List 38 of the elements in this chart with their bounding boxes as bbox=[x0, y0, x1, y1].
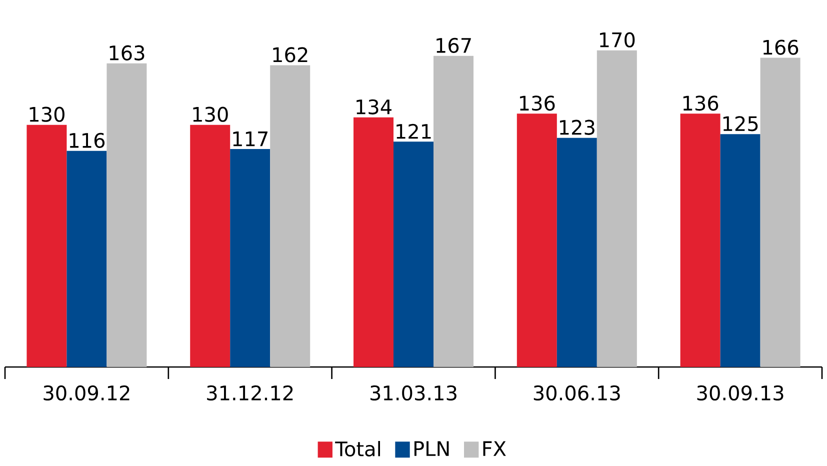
x-tick-label: 31.12.12 bbox=[207, 385, 293, 401]
bar bbox=[190, 124, 230, 367]
data-label: 136 bbox=[520, 96, 555, 111]
bar bbox=[270, 65, 310, 367]
data-label: 121 bbox=[396, 124, 431, 139]
bar bbox=[760, 58, 800, 367]
bar bbox=[354, 117, 394, 367]
legend-label: FX bbox=[483, 441, 506, 456]
data-label: 117 bbox=[233, 132, 268, 146]
data-label: 130 bbox=[30, 106, 64, 122]
bar bbox=[680, 114, 720, 367]
data-label: 123 bbox=[560, 120, 594, 135]
legend-label: Total bbox=[335, 441, 380, 456]
x-tick-label: 31.03.13 bbox=[370, 385, 456, 401]
legend-label: PLN bbox=[414, 441, 449, 456]
x-tick-label: 30.09.12 bbox=[44, 385, 130, 401]
data-label: 167 bbox=[436, 38, 471, 53]
x-tick-label: 30.09.13 bbox=[697, 385, 784, 401]
data-label: 125 bbox=[723, 116, 758, 132]
bar bbox=[394, 142, 434, 367]
data-label: 170 bbox=[600, 32, 635, 48]
bar bbox=[26, 124, 67, 367]
bar bbox=[230, 149, 270, 367]
bar bbox=[66, 150, 107, 367]
data-label: 134 bbox=[356, 99, 392, 114]
bar bbox=[720, 134, 760, 367]
data-label: 163 bbox=[110, 45, 144, 60]
bar bbox=[516, 114, 557, 367]
x-tick-label: 30.06.13 bbox=[534, 385, 620, 401]
bar bbox=[596, 50, 637, 367]
bar bbox=[556, 138, 597, 367]
data-label: 116 bbox=[70, 132, 105, 148]
data-label: 166 bbox=[763, 40, 798, 55]
bar bbox=[106, 63, 147, 367]
data-label: 136 bbox=[683, 96, 718, 111]
data-label: 130 bbox=[193, 106, 228, 122]
data-label: 162 bbox=[273, 47, 308, 62]
bar bbox=[434, 56, 474, 367]
